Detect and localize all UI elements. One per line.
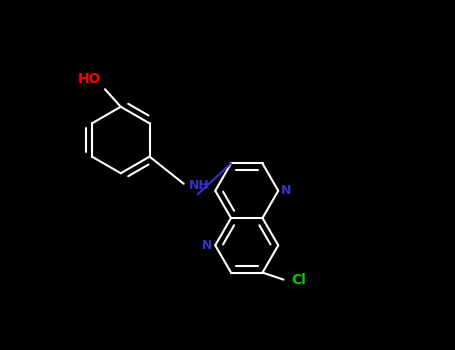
Text: N: N (281, 184, 291, 197)
Text: N: N (202, 239, 212, 252)
Text: HO: HO (77, 72, 101, 86)
Text: NH: NH (189, 179, 210, 192)
Text: Cl: Cl (291, 273, 306, 287)
